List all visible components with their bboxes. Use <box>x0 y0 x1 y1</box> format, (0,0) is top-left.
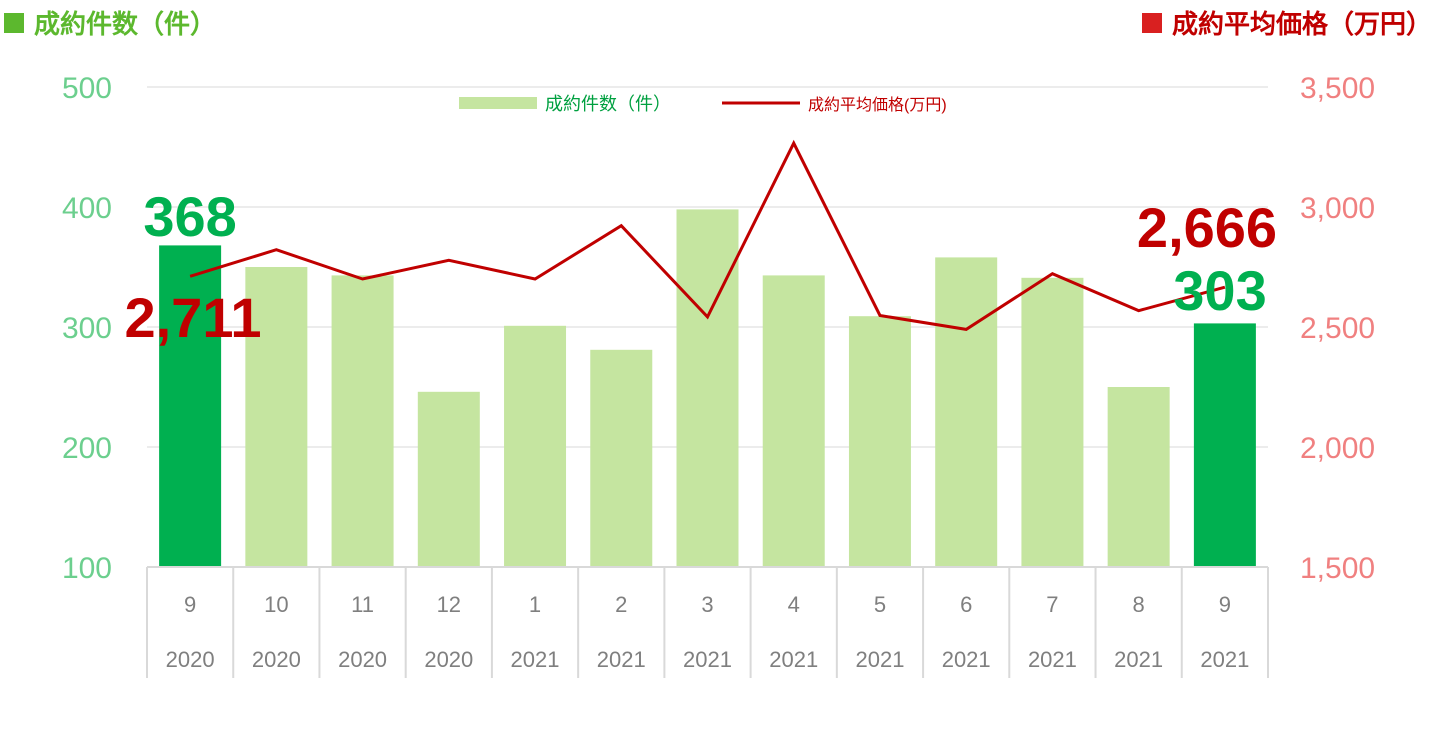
x-tick-month: 12 <box>437 592 461 617</box>
legend-line-label: 成約平均価格(万円) <box>808 96 947 114</box>
x-tick-month: 3 <box>701 592 713 617</box>
bar <box>1021 277 1084 567</box>
data-label: 2,711 <box>124 286 261 349</box>
bar <box>1193 323 1256 567</box>
price-line <box>189 139 1226 331</box>
x-tick-year: 2021 <box>1028 647 1077 672</box>
x-tick-year: 2020 <box>252 647 301 672</box>
data-label: 303 <box>1173 259 1266 322</box>
right-axis-tick-label: 2,000 <box>1300 432 1375 465</box>
red-square-icon <box>1141 12 1162 33</box>
left-axis-tick-label: 100 <box>62 552 112 585</box>
x-tick-month: 8 <box>1133 592 1145 617</box>
x-tick-year: 2021 <box>1114 647 1163 672</box>
green-square-icon <box>4 12 24 33</box>
x-tick-year: 2020 <box>338 647 387 672</box>
right-axis-tick-label: 2,500 <box>1300 312 1375 345</box>
x-tick-year: 2021 <box>683 647 732 672</box>
x-tick-month: 9 <box>184 592 196 617</box>
bar <box>935 257 998 567</box>
left-axis-tick-label: 400 <box>62 192 112 225</box>
x-tick-month: 4 <box>788 592 800 617</box>
x-tick-month: 10 <box>264 592 288 617</box>
x-tick-month: 1 <box>529 592 541 617</box>
x-tick-year: 2021 <box>597 647 646 672</box>
x-tick-year: 2021 <box>511 647 560 672</box>
right-axis-tick-label: 3,000 <box>1300 192 1375 225</box>
x-tick-year: 2021 <box>942 647 991 672</box>
bar <box>590 349 653 567</box>
legend-bar-swatch <box>459 97 537 109</box>
right-axis-header: 成約平均価格（万円） <box>1141 4 1432 41</box>
bar <box>676 209 739 567</box>
x-tick-month: 9 <box>1219 592 1231 617</box>
bar <box>159 245 222 567</box>
right-axis-tick-label: 3,500 <box>1300 72 1375 105</box>
bar <box>848 316 911 567</box>
left-axis-tick-label: 500 <box>62 72 112 105</box>
bar <box>417 391 480 567</box>
bar <box>1107 387 1170 567</box>
x-tick-year: 2020 <box>424 647 473 672</box>
right-axis-header-text: 成約平均価格（万円） <box>1171 9 1432 39</box>
x-tick-year: 2020 <box>166 647 215 672</box>
x-tick-year: 2021 <box>1200 647 1249 672</box>
x-tick-month: 2 <box>615 592 627 617</box>
data-label: 368 <box>143 185 236 248</box>
left-axis-tick-label: 300 <box>62 312 112 345</box>
x-tick-month: 11 <box>351 592 374 617</box>
legend-bar-label: 成約件数（件） <box>545 94 671 114</box>
bar <box>762 275 825 567</box>
x-tick-month: 5 <box>874 592 886 617</box>
x-tick-month: 7 <box>1046 592 1058 617</box>
x-tick-year: 2021 <box>769 647 818 672</box>
bar <box>331 275 394 567</box>
bar <box>504 325 567 567</box>
left-axis-tick-label: 200 <box>62 432 112 465</box>
right-axis-tick-label: 1,500 <box>1300 552 1375 585</box>
left-axis-header-text: 成約件数（件） <box>34 9 217 39</box>
data-label: 2,666 <box>1137 196 1277 259</box>
bar <box>245 267 308 567</box>
x-tick-month: 6 <box>960 592 972 617</box>
left-axis-header: 成約件数（件） <box>4 4 216 41</box>
x-tick-year: 2021 <box>855 647 904 672</box>
